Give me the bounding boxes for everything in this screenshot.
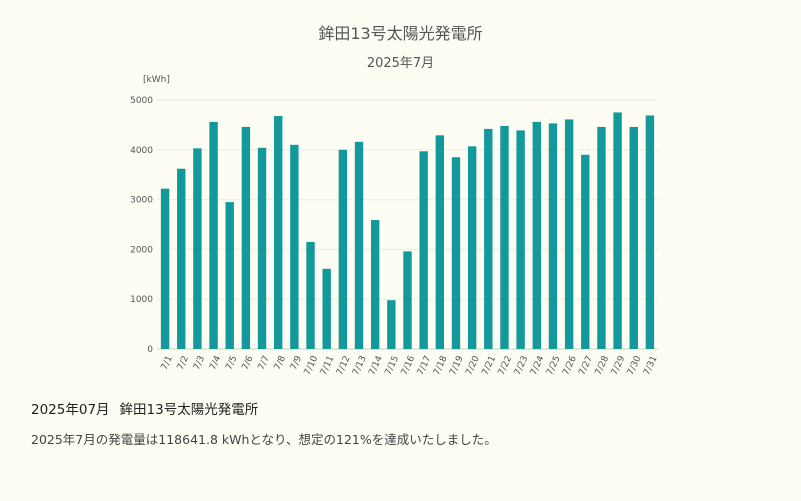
summary-period: 2025年07月 xyxy=(31,402,110,418)
y-axis-unit-label: [kWh] xyxy=(143,75,170,85)
bar xyxy=(177,168,186,349)
bar xyxy=(435,135,445,349)
bar xyxy=(257,147,267,349)
summary-plant-name: 鉾田13号太陽光発電所 xyxy=(119,402,259,418)
x-tick-label: 7/16 xyxy=(400,354,418,377)
bar xyxy=(484,128,493,349)
bar xyxy=(322,268,331,349)
bar xyxy=(274,115,283,349)
x-tick-label: 7/4 xyxy=(208,354,223,372)
x-tick-label: 7/1 xyxy=(160,354,175,371)
x-tick-label: 7/7 xyxy=(257,354,272,371)
x-tick-label: 7/24 xyxy=(529,354,547,377)
bar xyxy=(451,157,461,349)
x-tick-label: 7/9 xyxy=(289,354,304,372)
bar xyxy=(209,121,218,349)
x-tick-label: 7/11 xyxy=(319,354,337,377)
y-tick-label: 1000 xyxy=(130,295,153,305)
bar xyxy=(160,188,170,349)
y-tick-label: 3000 xyxy=(130,196,153,206)
bar xyxy=(629,126,638,349)
bar xyxy=(354,141,364,349)
x-tick-label: 7/10 xyxy=(303,354,321,377)
bar xyxy=(581,154,590,349)
x-tick-label: 7/6 xyxy=(240,354,255,372)
summary-heading: 2025年07月 鉾田13号太陽光発電所 xyxy=(31,398,268,418)
bar xyxy=(338,149,348,349)
x-tick-label: 7/23 xyxy=(513,354,531,377)
bar xyxy=(548,123,558,349)
x-tick-label: 7/25 xyxy=(545,354,563,377)
y-tick-label: 2000 xyxy=(130,245,153,255)
bar xyxy=(193,148,202,349)
bar xyxy=(564,119,574,349)
chart-title: 鉾田13号太陽光発電所 xyxy=(318,24,483,43)
x-tick-label: 7/13 xyxy=(351,354,369,377)
x-tick-label: 7/8 xyxy=(273,354,288,372)
bar xyxy=(419,151,428,349)
summary-text: 2025年7月の発電量は118641.8 kWhとなり、想定の121%を達成いた… xyxy=(31,432,497,447)
y-tick-label: 5000 xyxy=(130,96,153,106)
x-tick-label: 7/31 xyxy=(642,354,660,377)
bar-chart: [kWh] 0 1000 2000 3000 4000 5000 7/1 7/2 7/3 7/4… xyxy=(130,75,660,377)
x-tick-label: 7/2 xyxy=(176,354,191,371)
x-tick-label: 7/5 xyxy=(224,354,239,371)
bar xyxy=(290,144,299,349)
x-tick-label: 7/19 xyxy=(448,354,466,377)
bar xyxy=(597,126,606,349)
bar xyxy=(532,121,541,349)
y-tick-label: 0 xyxy=(147,345,153,355)
x-tick-label: 7/21 xyxy=(480,354,498,377)
x-tick-label: 7/20 xyxy=(464,354,482,377)
bar xyxy=(387,300,396,349)
bar xyxy=(225,202,234,349)
bar xyxy=(500,125,509,349)
bar xyxy=(467,146,477,349)
x-tick-label: 7/14 xyxy=(367,354,385,377)
x-tick-label: 7/30 xyxy=(626,354,644,377)
bar xyxy=(241,126,251,349)
x-tick-label: 7/22 xyxy=(497,354,515,377)
x-tick-label: 7/27 xyxy=(577,354,595,377)
bar xyxy=(613,112,622,349)
x-tick-label: 7/26 xyxy=(561,354,579,377)
x-tick-label: 7/29 xyxy=(610,354,628,377)
x-tick-label: 7/28 xyxy=(594,354,612,377)
x-tick-label: 7/15 xyxy=(384,354,402,377)
bar xyxy=(403,251,412,349)
x-tick-label: 7/18 xyxy=(432,354,450,377)
chart-subtitle: 2025年7月 xyxy=(366,56,435,71)
bar xyxy=(645,115,655,349)
x-tick-label: 7/17 xyxy=(416,354,434,377)
y-tick-label: 4000 xyxy=(130,146,153,156)
bar xyxy=(306,241,315,349)
x-tick-label: 7/12 xyxy=(335,354,353,377)
bar xyxy=(516,130,525,349)
x-tick-label: 7/3 xyxy=(192,354,207,371)
bar xyxy=(370,220,380,349)
